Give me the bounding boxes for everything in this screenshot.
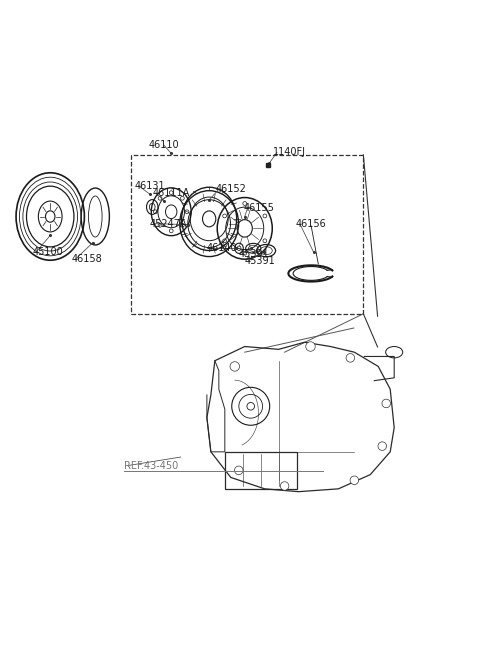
Text: 46140: 46140: [207, 243, 238, 253]
Text: 45391: 45391: [245, 256, 276, 266]
Text: 46111A: 46111A: [152, 188, 190, 197]
Circle shape: [382, 399, 391, 408]
Circle shape: [235, 466, 243, 474]
Circle shape: [306, 342, 315, 351]
Circle shape: [230, 361, 240, 371]
Text: 46155: 46155: [244, 203, 275, 213]
Text: 45391: 45391: [239, 249, 269, 259]
Circle shape: [378, 442, 386, 451]
Text: 46152: 46152: [216, 184, 246, 194]
Text: 46131: 46131: [135, 180, 165, 191]
Circle shape: [346, 354, 355, 362]
Text: 45247A: 45247A: [150, 218, 188, 229]
Text: 1140FJ: 1140FJ: [273, 148, 306, 157]
Circle shape: [280, 482, 289, 490]
Text: 46110: 46110: [149, 140, 180, 150]
Text: 46158: 46158: [72, 255, 102, 264]
Bar: [131, 155, 363, 314]
Text: 45100: 45100: [32, 247, 63, 257]
Bar: [225, 452, 297, 489]
Circle shape: [350, 476, 359, 485]
Text: 46156: 46156: [296, 218, 327, 229]
Text: REF.43-450: REF.43-450: [124, 461, 178, 470]
